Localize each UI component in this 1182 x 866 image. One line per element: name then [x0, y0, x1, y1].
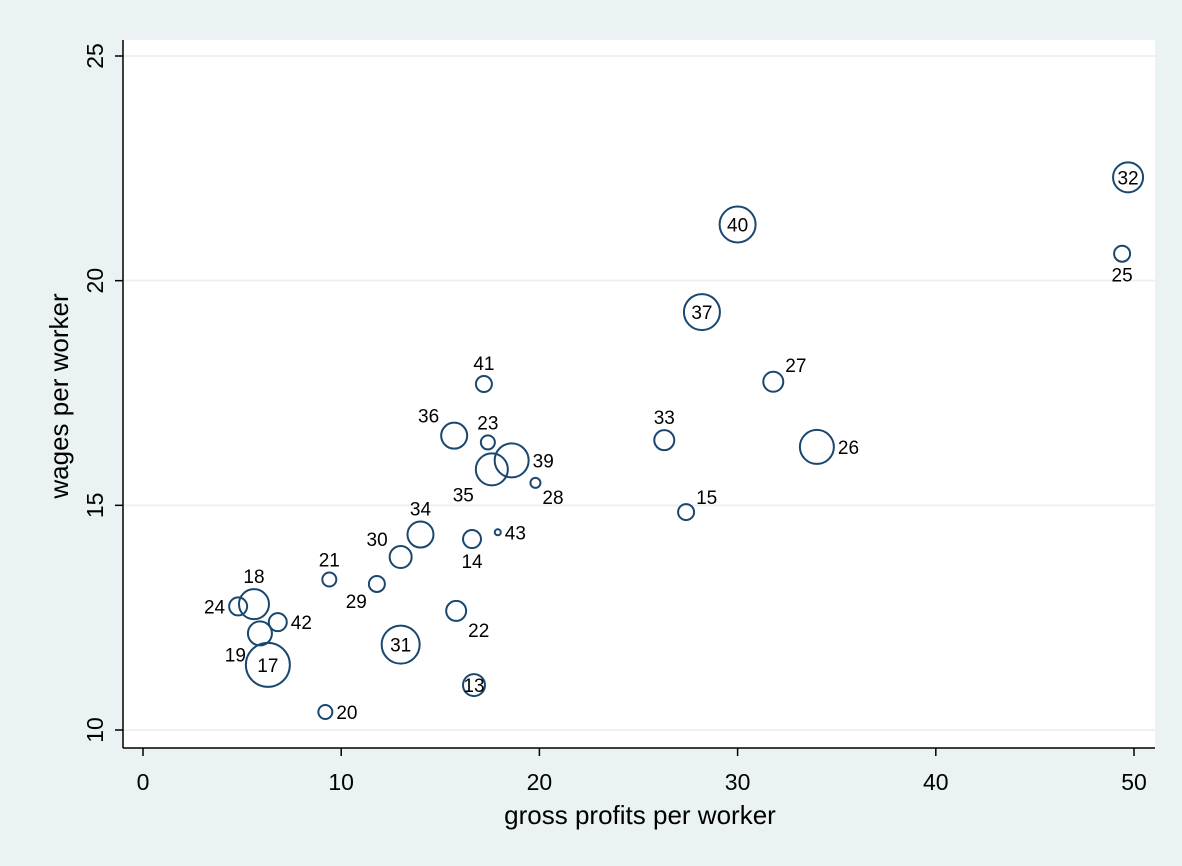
point-marker-20 [317, 704, 334, 721]
point-marker-23 [479, 434, 496, 451]
point-marker-37 [682, 293, 721, 332]
point-label-36: 36 [418, 407, 439, 428]
point-label-24: 24 [204, 597, 226, 618]
point-marker-24 [228, 596, 249, 617]
x-tick-label-4: 40 [923, 769, 949, 795]
x-tick-label-0: 0 [137, 769, 150, 795]
point-label-40: 40 [727, 216, 748, 237]
y-tick-label-0: 10 [82, 717, 108, 743]
x-tick-label-2: 20 [527, 769, 553, 795]
point-label-41: 41 [473, 354, 494, 375]
point-label-21: 21 [319, 550, 340, 571]
y-tick-label-1: 15 [82, 493, 108, 519]
point-label-35: 35 [453, 485, 474, 506]
point-label-31: 31 [390, 636, 411, 657]
point-label-43: 43 [505, 523, 526, 544]
point-marker-25 [1113, 244, 1132, 263]
point-marker-14 [462, 529, 483, 550]
point-marker-40 [718, 205, 757, 244]
point-label-23: 23 [477, 413, 498, 434]
point-marker-42 [267, 612, 288, 633]
point-marker-41 [474, 375, 493, 394]
point-marker-13 [461, 673, 486, 698]
point-marker-32 [1112, 161, 1145, 194]
point-label-30: 30 [367, 530, 388, 551]
point-label-39: 39 [533, 451, 554, 472]
point-marker-35 [474, 452, 509, 487]
point-label-15: 15 [696, 488, 717, 509]
point-label-17: 17 [257, 656, 278, 677]
point-marker-15 [677, 503, 696, 522]
y-tick-label-3: 25 [82, 43, 108, 69]
point-label-19: 19 [225, 645, 246, 666]
point-marker-28 [529, 476, 542, 489]
point-label-37: 37 [691, 303, 712, 324]
point-label-33: 33 [654, 408, 675, 429]
plot-area [123, 40, 1155, 748]
point-label-20: 20 [336, 703, 357, 724]
x-axis-title: gross profits per worker [504, 800, 776, 830]
point-label-34: 34 [410, 500, 432, 521]
gridlines [123, 55, 1155, 731]
point-marker-43 [493, 528, 502, 537]
axes: 10 15 20 25 0 10 20 30 40 50 [82, 40, 1155, 795]
y-axis-title: wages per worker [44, 293, 74, 500]
point-label-29: 29 [346, 592, 367, 613]
point-marker-31 [380, 624, 421, 665]
point-marker-36 [440, 421, 469, 450]
point-label-18: 18 [243, 567, 264, 588]
point-marker-22 [445, 599, 468, 622]
point-marker-33 [653, 429, 676, 452]
data-points: 17 31 37 40 26 39 35 18 32 34 36 19 13 30 22 27 33 14 24 42… [204, 161, 1145, 724]
point-marker-27 [762, 370, 785, 393]
point-label-13: 13 [463, 676, 484, 697]
point-label-42: 42 [291, 613, 312, 634]
point-marker-30 [388, 545, 413, 570]
y-tick-label-2: 20 [82, 268, 108, 294]
point-label-26: 26 [838, 438, 859, 459]
point-label-14: 14 [461, 552, 483, 573]
point-marker-26 [798, 428, 835, 465]
point-label-25: 25 [1112, 266, 1133, 287]
point-label-22: 22 [468, 621, 489, 642]
x-tick-label-1: 10 [328, 769, 354, 795]
point-marker-29 [367, 574, 386, 593]
point-label-27: 27 [785, 356, 806, 377]
point-label-32: 32 [1117, 168, 1138, 189]
point-label-28: 28 [542, 488, 563, 509]
point-marker-19 [246, 620, 273, 647]
x-tick-label-3: 30 [725, 769, 751, 795]
point-marker-34 [406, 520, 435, 549]
point-marker-21 [321, 571, 338, 588]
point-marker-18 [237, 588, 270, 621]
x-tick-label-5: 50 [1121, 769, 1147, 795]
point-marker-39 [493, 442, 530, 479]
